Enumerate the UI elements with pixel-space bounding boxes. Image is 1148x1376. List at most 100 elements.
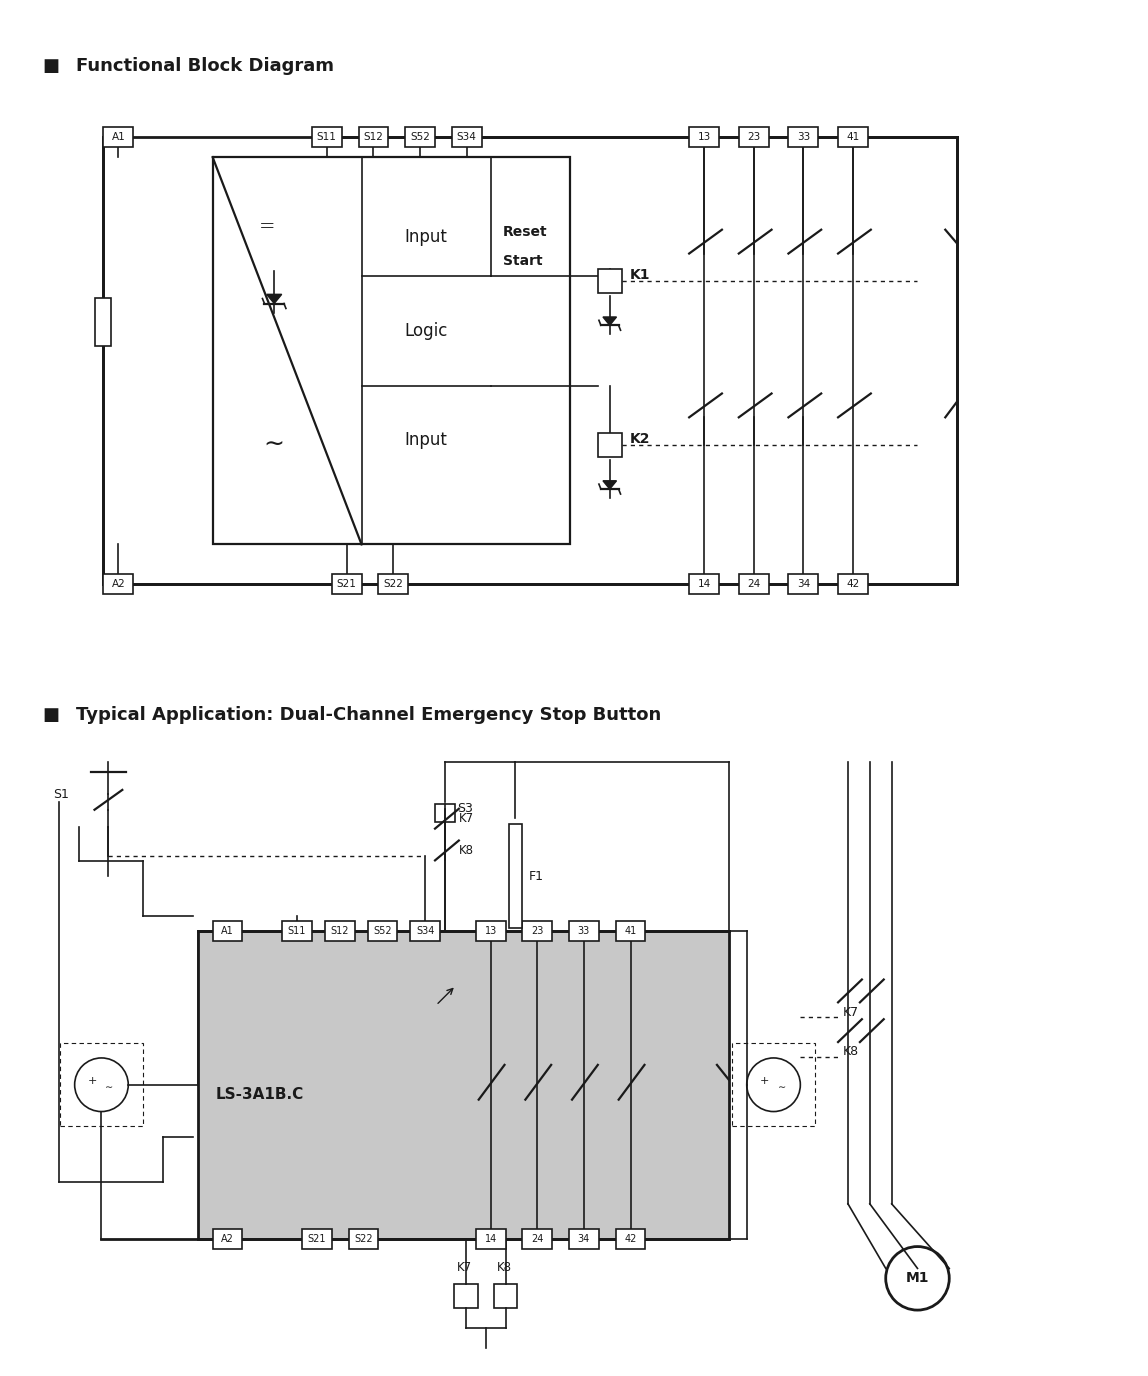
Text: Input: Input — [404, 227, 448, 246]
Text: S12: S12 — [364, 132, 383, 142]
Bar — [405, 128, 435, 147]
Text: M1: M1 — [906, 1271, 929, 1285]
Bar — [103, 128, 133, 147]
Text: S34: S34 — [416, 926, 434, 936]
Text: 14: 14 — [484, 1234, 497, 1244]
Text: S11: S11 — [317, 132, 336, 142]
Bar — [522, 921, 552, 941]
Text: K7: K7 — [843, 1006, 859, 1018]
Bar — [212, 157, 571, 545]
Text: S11: S11 — [288, 926, 307, 936]
Bar — [282, 921, 312, 941]
Text: 42: 42 — [846, 579, 860, 589]
Bar — [689, 128, 719, 147]
Text: A1: A1 — [111, 132, 125, 142]
Text: K1: K1 — [629, 268, 650, 282]
Text: =: = — [259, 217, 276, 235]
Bar — [349, 1229, 379, 1248]
Bar — [522, 1229, 552, 1248]
Bar — [410, 921, 440, 941]
Bar — [435, 804, 455, 821]
Bar — [598, 270, 622, 293]
Text: A2: A2 — [111, 579, 125, 589]
Text: A1: A1 — [222, 926, 234, 936]
Bar — [453, 1284, 478, 1309]
Text: K2: K2 — [629, 432, 650, 446]
Text: Start: Start — [503, 255, 542, 268]
Bar — [689, 574, 719, 594]
Text: 13: 13 — [698, 132, 711, 142]
Text: 33: 33 — [797, 132, 810, 142]
Text: 34: 34 — [577, 1234, 590, 1244]
Text: LS-3A1B.C: LS-3A1B.C — [216, 1087, 304, 1102]
Bar — [569, 1229, 599, 1248]
Text: 41: 41 — [625, 926, 637, 936]
Bar — [212, 1229, 242, 1248]
Bar — [789, 574, 819, 594]
Bar — [509, 824, 522, 929]
Text: K8: K8 — [843, 1046, 859, 1058]
Text: 23: 23 — [747, 132, 760, 142]
Text: S12: S12 — [331, 926, 349, 936]
Text: S34: S34 — [457, 132, 476, 142]
Bar — [312, 128, 342, 147]
Text: Logic: Logic — [404, 322, 448, 340]
Text: S22: S22 — [383, 579, 403, 589]
Bar — [739, 128, 768, 147]
Bar — [739, 574, 768, 594]
Text: A2: A2 — [222, 1234, 234, 1244]
Bar — [731, 1043, 815, 1127]
Text: S1: S1 — [53, 788, 69, 801]
Text: 23: 23 — [532, 926, 543, 936]
Bar — [475, 1229, 505, 1248]
Bar — [103, 574, 133, 594]
Bar — [452, 128, 482, 147]
Text: ∼: ∼ — [106, 1083, 114, 1093]
Text: +: + — [760, 1076, 769, 1086]
Text: 14: 14 — [698, 579, 711, 589]
Bar — [615, 921, 645, 941]
Text: 41: 41 — [846, 132, 860, 142]
Text: K8: K8 — [497, 1260, 512, 1274]
Bar — [379, 574, 409, 594]
Text: 42: 42 — [625, 1234, 637, 1244]
Bar — [212, 921, 242, 941]
Text: ∼: ∼ — [264, 433, 285, 457]
Bar — [302, 1229, 332, 1248]
Text: Reset: Reset — [503, 224, 548, 238]
Bar — [615, 1229, 645, 1248]
Text: Functional Block Diagram: Functional Block Diagram — [76, 56, 334, 74]
Text: K8: K8 — [459, 843, 474, 857]
Text: ■: ■ — [41, 706, 59, 724]
Bar — [325, 921, 355, 941]
Text: S22: S22 — [355, 1234, 373, 1244]
Bar — [197, 932, 729, 1238]
Text: Input: Input — [404, 431, 448, 449]
Bar — [569, 921, 599, 941]
Text: S52: S52 — [410, 132, 430, 142]
Text: 33: 33 — [577, 926, 590, 936]
Bar — [103, 138, 957, 585]
Bar — [838, 128, 868, 147]
Bar — [475, 921, 505, 941]
Text: S21: S21 — [336, 579, 357, 589]
Text: 34: 34 — [797, 579, 810, 589]
Text: +: + — [87, 1076, 96, 1086]
Text: 24: 24 — [747, 579, 760, 589]
Bar — [358, 128, 388, 147]
Bar — [95, 299, 111, 345]
Text: S3: S3 — [457, 802, 473, 815]
Text: 13: 13 — [484, 926, 497, 936]
Bar — [598, 433, 622, 457]
Text: S21: S21 — [308, 1234, 326, 1244]
Text: ■: ■ — [41, 56, 59, 74]
Polygon shape — [603, 480, 616, 488]
Text: ∼: ∼ — [777, 1083, 785, 1093]
Bar — [60, 1043, 144, 1127]
Text: 24: 24 — [532, 1234, 543, 1244]
Text: F1: F1 — [528, 870, 543, 883]
Polygon shape — [266, 294, 281, 304]
Text: S52: S52 — [373, 926, 391, 936]
Bar — [332, 574, 362, 594]
Polygon shape — [603, 316, 616, 325]
